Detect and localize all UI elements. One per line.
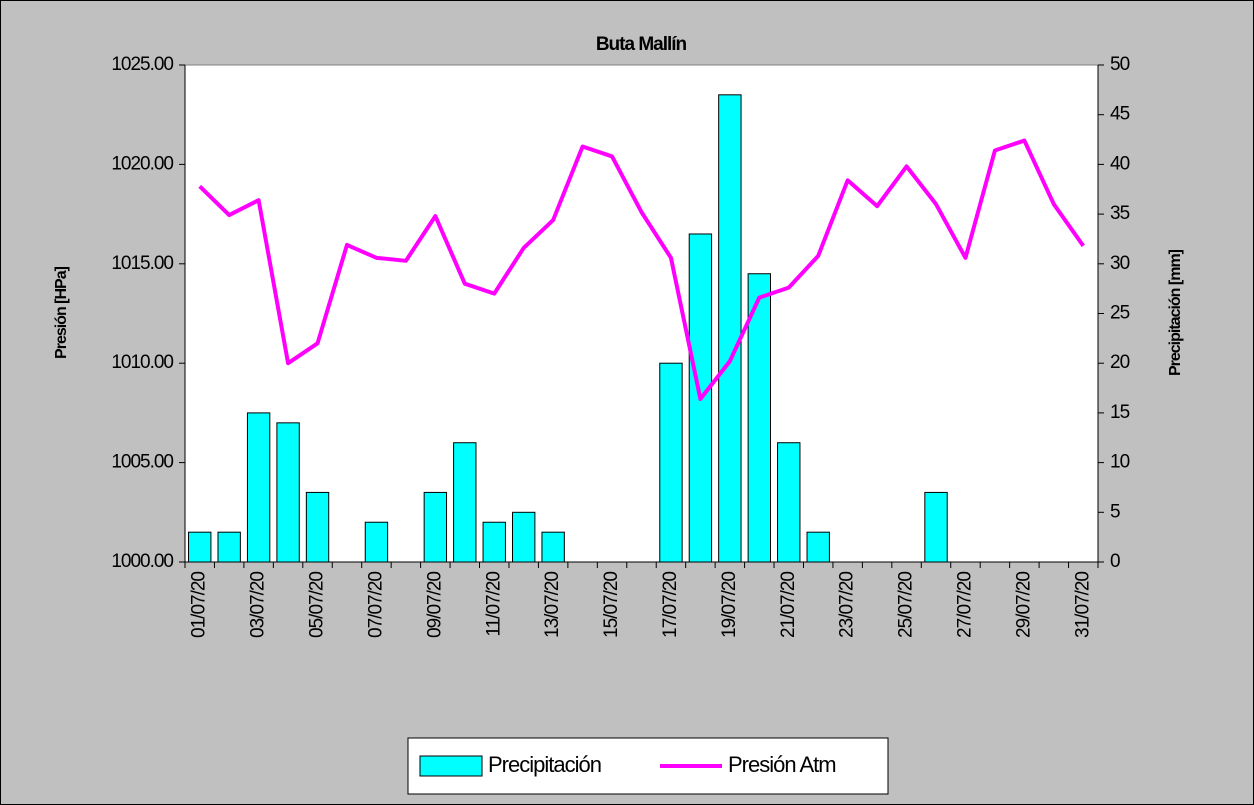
x-tick-label: 27/07/20	[954, 572, 975, 638]
x-tick-label: 25/07/20	[896, 572, 917, 638]
x-tick-label: 31/07/20	[1072, 572, 1093, 638]
bar	[305, 491, 330, 563]
x-tick-label: 13/07/20	[542, 572, 563, 638]
x-tick-label: 17/07/20	[660, 572, 681, 638]
bar	[659, 362, 683, 563]
x-tick-label: 07/07/20	[365, 572, 386, 638]
x-tick-label: 15/07/20	[601, 572, 622, 638]
bar	[777, 442, 801, 563]
y2-tick-label: 35	[1110, 203, 1130, 224]
x-tick-label: 23/07/20	[837, 572, 858, 638]
y2-tick-label: 5	[1110, 501, 1120, 522]
bar	[482, 521, 506, 563]
x-tick-label: 01/07/20	[189, 572, 210, 638]
y-tick-label: 1025.00	[111, 54, 173, 75]
y-tick-label: 1000.00	[111, 551, 173, 572]
y-tick-label: 1010.00	[111, 352, 173, 373]
bar	[453, 442, 477, 563]
y2-tick-label: 45	[1110, 104, 1130, 125]
legend-label: Presión Atm	[728, 752, 836, 777]
bar	[423, 491, 448, 563]
x-tick-label: 21/07/20	[778, 572, 799, 638]
bar	[217, 531, 241, 563]
y-axis-title: Presión [HPa]	[53, 266, 70, 359]
bar	[276, 422, 300, 563]
y2-axis-title: Precipitación [mm]	[1167, 249, 1184, 376]
bar	[718, 94, 742, 563]
y2-tick-label: 20	[1110, 352, 1130, 373]
y-tick-label: 1015.00	[111, 253, 173, 274]
y2-tick-label: 30	[1110, 253, 1130, 274]
bar	[806, 531, 830, 563]
x-tick-label: 29/07/20	[1013, 572, 1034, 638]
y2-tick-label: 0	[1110, 551, 1120, 572]
plot-area	[184, 64, 1099, 563]
legend-label: Precipitación	[488, 752, 601, 777]
y2-tick-label: 40	[1110, 153, 1130, 174]
bar	[364, 521, 389, 563]
x-tick-label: 19/07/20	[719, 572, 740, 638]
bar	[924, 491, 948, 563]
y2-tick-label: 15	[1110, 402, 1130, 423]
x-tick-label: 11/07/20	[483, 572, 504, 637]
chart-title: Buta Mallín	[596, 34, 687, 55]
y2-tick-label: 10	[1110, 452, 1130, 473]
bar	[188, 531, 212, 563]
x-tick-label: 03/07/20	[248, 572, 269, 638]
y-tick-label: 1020.00	[111, 153, 173, 174]
y-tick-label: 1005.00	[111, 452, 173, 473]
bar	[246, 412, 271, 563]
legend	[407, 737, 889, 795]
y2-tick-label: 25	[1110, 303, 1130, 324]
x-tick-label: 09/07/20	[424, 572, 445, 638]
bar	[541, 531, 565, 563]
bar	[512, 511, 536, 563]
x-tick-label: 05/07/20	[307, 572, 328, 638]
y2-tick-label: 50	[1110, 54, 1130, 75]
bar	[747, 273, 771, 563]
line	[198, 138, 1085, 401]
legend-swatch	[419, 755, 483, 777]
